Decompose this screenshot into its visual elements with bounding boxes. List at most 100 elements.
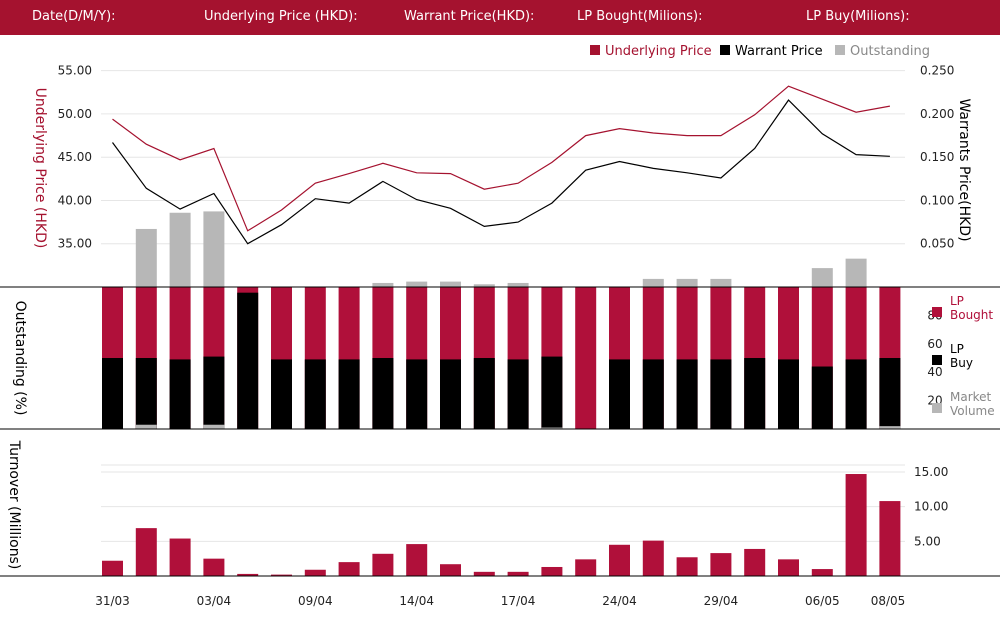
lp-buy-bar [676,359,698,429]
lp-buy-bar [845,359,867,429]
lp-legend-label: LP Bought [950,294,993,322]
turnover-bar [304,569,326,576]
outstanding-bar [676,278,698,287]
turnover-bar [642,540,664,576]
lp-legend-swatch [932,307,942,317]
lp-buy-bar [135,358,157,429]
lp-buy-bar [609,359,630,429]
turnover-bar [778,559,799,576]
outstanding-bar [203,211,225,287]
x-tick-label: 31/03 [95,594,130,608]
lp-legend-swatch [932,403,942,413]
turnover-bar [102,560,123,576]
lp-buy-bar [237,292,259,429]
outstanding-bar [710,278,732,287]
lp-buy-bar [440,359,461,429]
turnover-bar [203,558,225,576]
turnover-bar [338,562,360,576]
turnover-axis-tick: 15.00 [914,465,948,479]
lp-buy-bar [102,358,123,429]
header-underlying-label: Underlying Price (HKD): [204,9,358,24]
turnover-axis-tick: 10.00 [914,500,948,514]
lp-axis-title: Outstanding (%) [12,301,28,416]
underlying-price-line [112,85,891,232]
outstanding-bar [642,278,664,287]
outstanding-bar [440,281,461,287]
x-tick-label: 24/04 [602,594,637,608]
price-legend-swatch [720,45,730,55]
left-axis-title: Underlying Price (HKD) [32,88,48,249]
header-lp-bought-label: LP Bought(Milions): [577,9,703,24]
market-volume-bar [879,426,901,429]
turnover-bar [440,564,461,576]
left-axis-tick: 40.00 [58,193,92,207]
turnover-bar [609,544,630,576]
price-legend-label: Underlying Price [605,44,712,59]
turnover-bar [676,557,698,576]
lp-buy-bar [169,359,191,429]
x-tick-label: 03/04 [197,594,232,608]
lp-buy-bar [372,358,394,429]
lp-axis-tick: 60 [927,337,942,351]
lp-buy-bar [203,356,225,429]
x-tick-label: 06/05 [805,594,840,608]
lp-buy-bar [304,359,326,429]
lp-buy-bar [507,359,529,429]
right-axis-tick: 0.150 [920,150,954,164]
outstanding-bar [135,228,157,287]
outstanding-bar [372,282,394,287]
lp-buy-bar [811,366,833,429]
turnover-bar [135,528,157,576]
price-legend-label: Warrant Price [735,44,823,59]
right-axis-tick: 0.250 [920,64,954,78]
lp-buy-bar [271,359,292,429]
outstanding-bar [473,284,495,287]
header-bar: Date(D/M/Y): Underlying Price (HKD): War… [0,0,1000,35]
turnover-bar [811,569,833,576]
right-axis-title: Warrants Price(HKD) [956,98,972,241]
turnover-bar [473,571,495,576]
lp-buy-bar [541,356,563,429]
x-tick-label: 17/04 [501,594,536,608]
turnover-bar [237,573,259,576]
x-tick-label: 09/04 [298,594,333,608]
lp-legend-label: LP Buy [950,342,973,370]
turnover-bar [372,553,394,576]
turnover-bar [744,548,766,576]
right-axis-tick: 0.100 [920,193,954,207]
lp-buy-bar [406,359,428,429]
outstanding-bar [507,282,529,287]
lp-axis-tick: 40 [927,365,942,379]
turnover-bar [575,559,597,576]
left-axis-tick: 35.00 [58,237,92,251]
left-axis-tick: 55.00 [58,64,92,78]
turnover-bar [507,571,529,576]
lp-buy-bar [710,359,732,429]
lp-buy-bar [642,359,664,429]
lp-legend-swatch [932,355,942,365]
turnover-bar [169,538,191,576]
header-warrant-label: Warrant Price(HKD): [404,9,535,24]
lp-buy-bar [744,358,766,429]
turnover-axis-title: Turnover (Millions) [6,440,22,570]
price-legend-swatch [590,45,600,55]
turnover-bar [845,474,867,576]
outstanding-bar [169,212,191,287]
lp-buy-bar [473,358,495,429]
lp-bought-bar [575,287,597,429]
header-lp-buy-label: LP Buy(Milions): [806,9,910,24]
warrant-price-line [112,99,890,245]
price-legend-label: Outstanding [850,44,930,59]
turnover-bar [271,574,292,576]
x-tick-label: 29/04 [704,594,739,608]
outstanding-bar [845,258,867,287]
market-volume-bar [541,427,563,429]
x-tick-label: 14/04 [399,594,434,608]
market-volume-bar [203,424,225,429]
left-axis-tick: 45.00 [58,150,92,164]
lp-buy-bar [338,359,360,429]
right-axis-tick: 0.200 [920,107,954,121]
price-legend-swatch [835,45,845,55]
turnover-bar [710,553,732,576]
